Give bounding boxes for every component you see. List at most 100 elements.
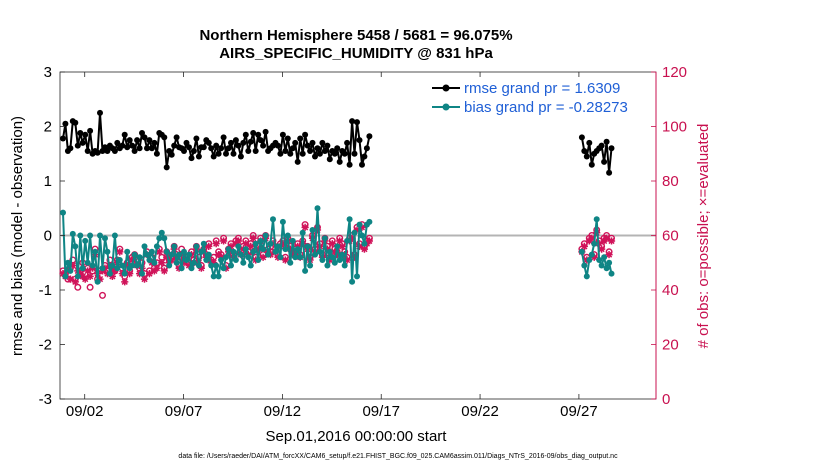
- bias-point: [141, 243, 148, 250]
- rmse-point: [257, 137, 264, 144]
- bias-point: [104, 248, 111, 255]
- rmse-point: [232, 137, 239, 144]
- bias-point: [341, 262, 348, 269]
- rmse-point: [74, 142, 81, 149]
- bias-point: [257, 237, 264, 244]
- bias-point: [119, 262, 126, 269]
- bias-point: [195, 262, 202, 269]
- rmse-point: [87, 127, 94, 134]
- bias-point: [193, 243, 200, 250]
- rmse-point: [146, 137, 153, 144]
- rmse-point: [136, 145, 143, 152]
- rmse-point: [131, 148, 138, 154]
- rmse-point: [213, 142, 220, 149]
- rmse-point: [312, 153, 318, 160]
- bias-point: [69, 230, 76, 237]
- bias-point: [312, 251, 318, 258]
- bias-point: [148, 248, 155, 255]
- rmse-point: [218, 145, 225, 152]
- bias-point: [60, 209, 66, 216]
- bias-point: [77, 232, 84, 239]
- obs-evaluated-point: [313, 226, 322, 234]
- bias-point: [289, 237, 296, 244]
- obs-evaluated-point: [185, 261, 193, 270]
- bias-point: [354, 273, 360, 280]
- bias-point: [218, 257, 225, 263]
- bias-point: [270, 216, 276, 223]
- bias-point: [601, 254, 608, 261]
- rmse-point: [67, 145, 74, 152]
- obs-evaluated-point: [128, 256, 136, 264]
- rmse-point: [240, 139, 247, 146]
- chart-title-line1: Northern Hemisphere 5458 / 5681 = 96.075…: [199, 27, 512, 44]
- obs-evaluated-point: [323, 245, 331, 253]
- rmse-point: [262, 128, 269, 135]
- bias-point: [279, 218, 286, 225]
- bias-point: [94, 278, 101, 285]
- rmse-point: [250, 130, 257, 136]
- rmse-point: [277, 150, 284, 157]
- bias-point: [277, 254, 284, 261]
- rmse-point: [299, 150, 306, 157]
- rmse-point: [220, 134, 227, 141]
- rmse-point: [366, 133, 373, 140]
- bias-point: [255, 257, 262, 263]
- bias-point: [593, 216, 600, 223]
- bias-point: [178, 265, 185, 272]
- rmse-point: [94, 149, 101, 156]
- obs-evaluated-point: [212, 240, 220, 248]
- rmse-point: [62, 120, 69, 127]
- bias-point: [294, 246, 301, 253]
- bias-point: [203, 257, 210, 263]
- bias-point: [82, 237, 89, 244]
- rmse-point: [188, 155, 195, 162]
- bias-point: [181, 248, 187, 255]
- bias-point: [116, 257, 123, 263]
- bias-point: [316, 248, 323, 255]
- bias-point: [111, 232, 118, 239]
- rmse-point: [237, 153, 244, 160]
- obs-evaluated-point: [254, 245, 262, 253]
- obs-evaluated-point: [158, 259, 166, 267]
- bias-point: [299, 229, 306, 236]
- right-axis-label: # of obs: o=possible; ×=evaluated: [695, 124, 712, 349]
- left-axis-label: rmse and bias (model - observation): [9, 116, 26, 356]
- bias-point: [245, 254, 252, 261]
- bias-point: [351, 229, 358, 236]
- rmse-point: [215, 150, 222, 157]
- x-tick-label: 09/22: [461, 403, 499, 420]
- bias-point: [297, 254, 304, 261]
- bias-point: [213, 262, 220, 269]
- obs-evaluated-point: [249, 234, 257, 242]
- rmse-point: [247, 138, 254, 145]
- rmse-point: [307, 148, 314, 154]
- rmse-point: [77, 130, 84, 136]
- rmse-point: [255, 131, 262, 138]
- bias-point: [106, 270, 113, 277]
- bias-point: [292, 254, 299, 261]
- bias-point: [62, 273, 69, 280]
- bias-point: [284, 232, 291, 239]
- left-tick-label: 0: [44, 228, 52, 245]
- obs-evaluated-point: [338, 242, 346, 250]
- rmse-series: [60, 109, 615, 176]
- obs-evaluated-point: [84, 267, 92, 275]
- bias-point: [583, 273, 590, 280]
- rmse-point: [124, 144, 131, 151]
- obs-evaluated-point: [580, 242, 588, 250]
- rmse-point: [163, 164, 170, 171]
- bias-point: [151, 259, 158, 266]
- rmse-point: [583, 153, 590, 160]
- rmse-point: [324, 142, 331, 149]
- bias-point: [166, 262, 173, 269]
- rmse-point: [129, 142, 136, 149]
- obs-evaluated-point: [145, 270, 154, 278]
- bias-point: [329, 254, 336, 261]
- obs-evaluated-point: [286, 245, 294, 253]
- obs-evaluated-point: [59, 270, 67, 278]
- rmse-point: [171, 142, 178, 149]
- bias-point: [302, 267, 309, 274]
- bias-point: [586, 257, 593, 263]
- rmse-point: [200, 144, 207, 151]
- rmse-point: [245, 148, 252, 154]
